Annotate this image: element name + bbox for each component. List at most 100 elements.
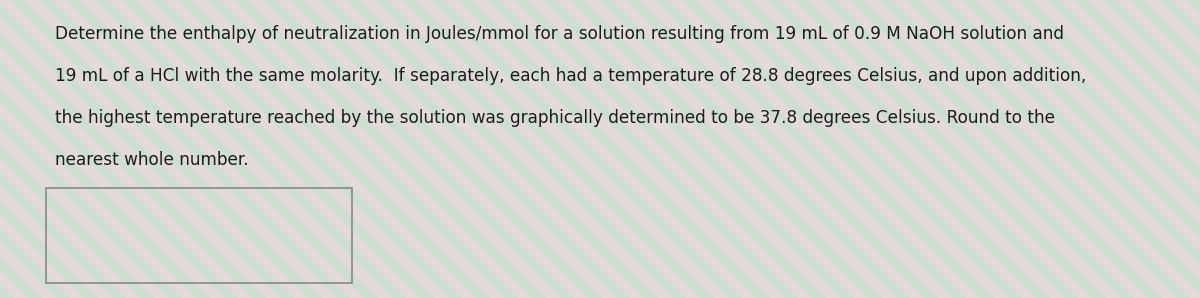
Polygon shape xyxy=(1088,0,1200,298)
Polygon shape xyxy=(1158,0,1200,298)
Polygon shape xyxy=(0,0,238,298)
Text: the highest temperature reached by the solution was graphically determined to be: the highest temperature reached by the s… xyxy=(55,109,1055,127)
Polygon shape xyxy=(332,0,644,298)
Polygon shape xyxy=(1130,0,1200,298)
Text: Determine the enthalpy of neutralization in Joules/mmol for a solution resulting: Determine the enthalpy of neutralization… xyxy=(55,25,1064,43)
Polygon shape xyxy=(892,0,1200,298)
Polygon shape xyxy=(878,0,1190,298)
Polygon shape xyxy=(1032,0,1200,298)
Polygon shape xyxy=(346,0,658,298)
Polygon shape xyxy=(990,0,1200,298)
Polygon shape xyxy=(430,0,742,298)
Polygon shape xyxy=(472,0,784,298)
Polygon shape xyxy=(1144,0,1200,298)
Polygon shape xyxy=(836,0,1148,298)
Polygon shape xyxy=(822,0,1134,298)
Polygon shape xyxy=(0,0,112,298)
Polygon shape xyxy=(0,0,28,298)
Polygon shape xyxy=(136,0,448,298)
Polygon shape xyxy=(0,0,182,298)
Polygon shape xyxy=(262,0,574,298)
Polygon shape xyxy=(0,0,126,298)
Polygon shape xyxy=(598,0,910,298)
Polygon shape xyxy=(0,0,168,298)
Polygon shape xyxy=(0,0,294,298)
Polygon shape xyxy=(178,0,490,298)
Polygon shape xyxy=(318,0,630,298)
Polygon shape xyxy=(542,0,854,298)
Polygon shape xyxy=(220,0,532,298)
Polygon shape xyxy=(1060,0,1200,298)
Polygon shape xyxy=(458,0,770,298)
Polygon shape xyxy=(920,0,1200,298)
Bar xyxy=(46,188,352,283)
Polygon shape xyxy=(10,0,322,298)
Polygon shape xyxy=(1172,0,1200,298)
Polygon shape xyxy=(164,0,476,298)
Text: 19 mL of a HCl with the same molarity.  If separately, each had a temperature of: 19 mL of a HCl with the same molarity. I… xyxy=(55,67,1086,85)
Polygon shape xyxy=(290,0,602,298)
Polygon shape xyxy=(682,0,994,298)
Polygon shape xyxy=(0,0,308,298)
Polygon shape xyxy=(52,0,364,298)
Polygon shape xyxy=(122,0,434,298)
Polygon shape xyxy=(0,0,140,298)
Polygon shape xyxy=(444,0,756,298)
Polygon shape xyxy=(0,0,252,298)
Polygon shape xyxy=(94,0,406,298)
Polygon shape xyxy=(0,0,210,298)
Polygon shape xyxy=(416,0,728,298)
Polygon shape xyxy=(0,0,98,298)
Polygon shape xyxy=(1186,0,1200,298)
Polygon shape xyxy=(864,0,1176,298)
Polygon shape xyxy=(304,0,616,298)
Polygon shape xyxy=(486,0,798,298)
Polygon shape xyxy=(0,0,42,298)
Polygon shape xyxy=(584,0,896,298)
Polygon shape xyxy=(500,0,812,298)
Polygon shape xyxy=(402,0,714,298)
Polygon shape xyxy=(360,0,672,298)
Polygon shape xyxy=(24,0,336,298)
Polygon shape xyxy=(808,0,1120,298)
Polygon shape xyxy=(570,0,882,298)
Polygon shape xyxy=(612,0,924,298)
Polygon shape xyxy=(514,0,826,298)
Polygon shape xyxy=(1074,0,1200,298)
Polygon shape xyxy=(150,0,462,298)
Polygon shape xyxy=(906,0,1200,298)
Polygon shape xyxy=(192,0,504,298)
Polygon shape xyxy=(0,0,196,298)
Polygon shape xyxy=(626,0,938,298)
Polygon shape xyxy=(1102,0,1200,298)
Polygon shape xyxy=(1046,0,1200,298)
Polygon shape xyxy=(0,0,84,298)
Polygon shape xyxy=(1116,0,1200,298)
Polygon shape xyxy=(108,0,420,298)
Polygon shape xyxy=(38,0,350,298)
Polygon shape xyxy=(934,0,1200,298)
Polygon shape xyxy=(276,0,588,298)
Polygon shape xyxy=(1018,0,1200,298)
Polygon shape xyxy=(766,0,1078,298)
Polygon shape xyxy=(794,0,1106,298)
Polygon shape xyxy=(0,0,14,298)
Polygon shape xyxy=(710,0,1022,298)
Polygon shape xyxy=(738,0,1050,298)
Polygon shape xyxy=(696,0,1008,298)
Polygon shape xyxy=(1004,0,1200,298)
Polygon shape xyxy=(80,0,392,298)
Text: nearest whole number.: nearest whole number. xyxy=(55,151,248,169)
Polygon shape xyxy=(0,0,154,298)
Polygon shape xyxy=(0,0,70,298)
Polygon shape xyxy=(724,0,1036,298)
Polygon shape xyxy=(374,0,686,298)
Polygon shape xyxy=(948,0,1200,298)
Polygon shape xyxy=(752,0,1064,298)
Polygon shape xyxy=(0,0,266,298)
Polygon shape xyxy=(654,0,966,298)
Polygon shape xyxy=(962,0,1200,298)
Polygon shape xyxy=(668,0,980,298)
Polygon shape xyxy=(640,0,952,298)
Polygon shape xyxy=(850,0,1162,298)
